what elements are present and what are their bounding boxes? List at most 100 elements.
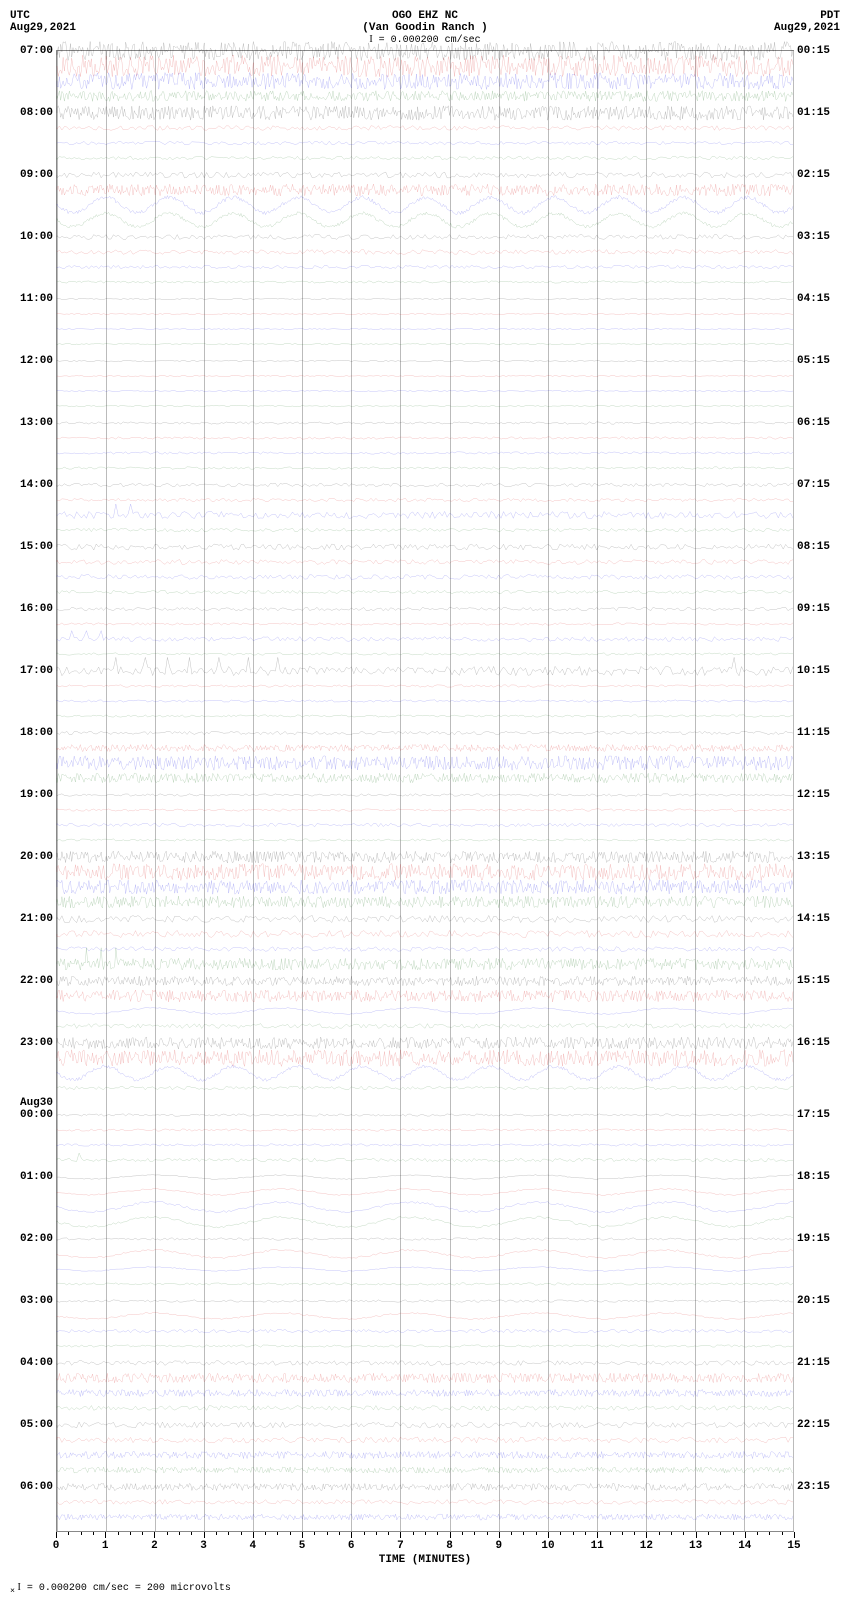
header-right: PDT Aug29,2021 [760,10,840,34]
time-label-utc: 02:00 [20,1233,57,1245]
time-label-pdt: 08:15 [793,541,830,553]
x-tick-minor [118,1532,119,1535]
trace-row [57,205,793,206]
x-tick-minor [179,1532,180,1535]
x-tick [204,1532,205,1538]
time-label-utc: 13:00 [20,417,57,429]
x-tick-minor [364,1532,365,1535]
trace-row: 17:0010:15 [57,671,793,672]
trace-row: 11:0004:15 [57,299,793,300]
trace-row: 02:0019:15 [57,1239,793,1240]
x-tick-minor [671,1532,672,1535]
trace-row: 04:0021:15 [57,1363,793,1364]
trace-row [57,840,793,841]
time-label-pdt: 05:15 [793,355,830,367]
time-label-pdt: 09:15 [793,603,830,615]
time-label-pdt: 16:15 [793,1037,830,1049]
trace-row [57,1455,793,1456]
time-label-pdt: 03:15 [793,231,830,243]
x-tick-label: 15 [787,1540,800,1552]
time-label-utc: 00:00 [20,1109,57,1121]
time-label-pdt: 00:15 [793,45,830,57]
x-tick-minor [487,1532,488,1535]
right-date-label: Aug29,2021 [760,22,840,34]
x-tick [745,1532,746,1538]
x-tick-minor [659,1532,660,1535]
x-tick-minor [413,1532,414,1535]
x-tick-label: 12 [640,1540,653,1552]
trace-row [57,1408,793,1409]
trace-row [57,1058,793,1059]
trace-row [57,1073,793,1074]
x-tick-label: 6 [348,1540,355,1552]
x-tick [400,1532,401,1538]
trace-row [57,562,793,563]
time-label-utc: 23:00 [20,1037,57,1049]
trace-row [57,376,793,377]
time-label-utc: 14:00 [20,479,57,491]
trace-row [57,624,793,625]
x-tick-label: 5 [299,1540,306,1552]
x-tick-minor [769,1532,770,1535]
x-tick [253,1532,254,1538]
time-label-pdt: 18:15 [793,1171,830,1183]
trace-row: 10:0003:15 [57,237,793,238]
time-label-pdt: 21:15 [793,1357,830,1369]
right-tz-label: PDT [760,10,840,22]
trace-row: 00:0017:15 [57,1115,793,1116]
time-label-utc: 03:00 [20,1295,57,1307]
trace-row [57,1331,793,1332]
trace-row: 13:0006:15 [57,423,793,424]
x-tick-label: 4 [249,1540,256,1552]
trace-row [57,406,793,407]
trace-row [57,825,793,826]
trace-row: 22:0015:15 [57,981,793,982]
time-label-pdt: 17:15 [793,1109,830,1121]
trace-row [57,810,793,811]
trace-row [57,1440,793,1441]
time-label-utc: 11:00 [20,293,57,305]
trace-row [57,1207,793,1208]
x-tick-minor [339,1532,340,1535]
time-label-pdt: 20:15 [793,1295,830,1307]
x-tick-minor [573,1532,574,1535]
time-label-utc: 20:00 [20,851,57,863]
trace-row [57,1130,793,1131]
x-tick-minor [511,1532,512,1535]
trace-row [57,1378,793,1379]
trace-row: 07:0000:15 [57,51,793,52]
left-tz-label: UTC [10,10,90,22]
x-tick-label: 3 [200,1540,207,1552]
time-label-pdt: 13:15 [793,851,830,863]
trace-row [57,220,793,221]
time-label-utc: 04:00 [20,1357,57,1369]
time-label-utc: 01:00 [20,1171,57,1183]
trace-row [57,143,793,144]
trace-row [57,1011,793,1012]
plot-area: 07:0000:1508:0001:1509:0002:1510:0003:15… [56,50,794,1532]
x-tick-minor [585,1532,586,1535]
x-tick-minor [81,1532,82,1535]
x-tick-minor [437,1532,438,1535]
trace-row [57,686,793,687]
trace-row: 09:0002:15 [57,175,793,176]
trace-row [57,1088,793,1089]
trace-row [57,654,793,655]
time-label-pdt: 10:15 [793,665,830,677]
trace-row [57,329,793,330]
time-label-utc: 18:00 [20,727,57,739]
trace-row: 06:0023:15 [57,1487,793,1488]
trace-row [57,66,793,67]
x-tick [105,1532,106,1538]
time-label-utc: Aug30 [20,1097,57,1109]
trace-row [57,1393,793,1394]
trace-row: 05:0022:15 [57,1425,793,1426]
trace-row [57,158,793,159]
x-tick-minor [634,1532,635,1535]
x-tick-minor [683,1532,684,1535]
trace-row [57,468,793,469]
trace-row [57,996,793,997]
time-label-utc: 06:00 [20,1481,57,1493]
trace-row [57,577,793,578]
x-tick-minor [241,1532,242,1535]
